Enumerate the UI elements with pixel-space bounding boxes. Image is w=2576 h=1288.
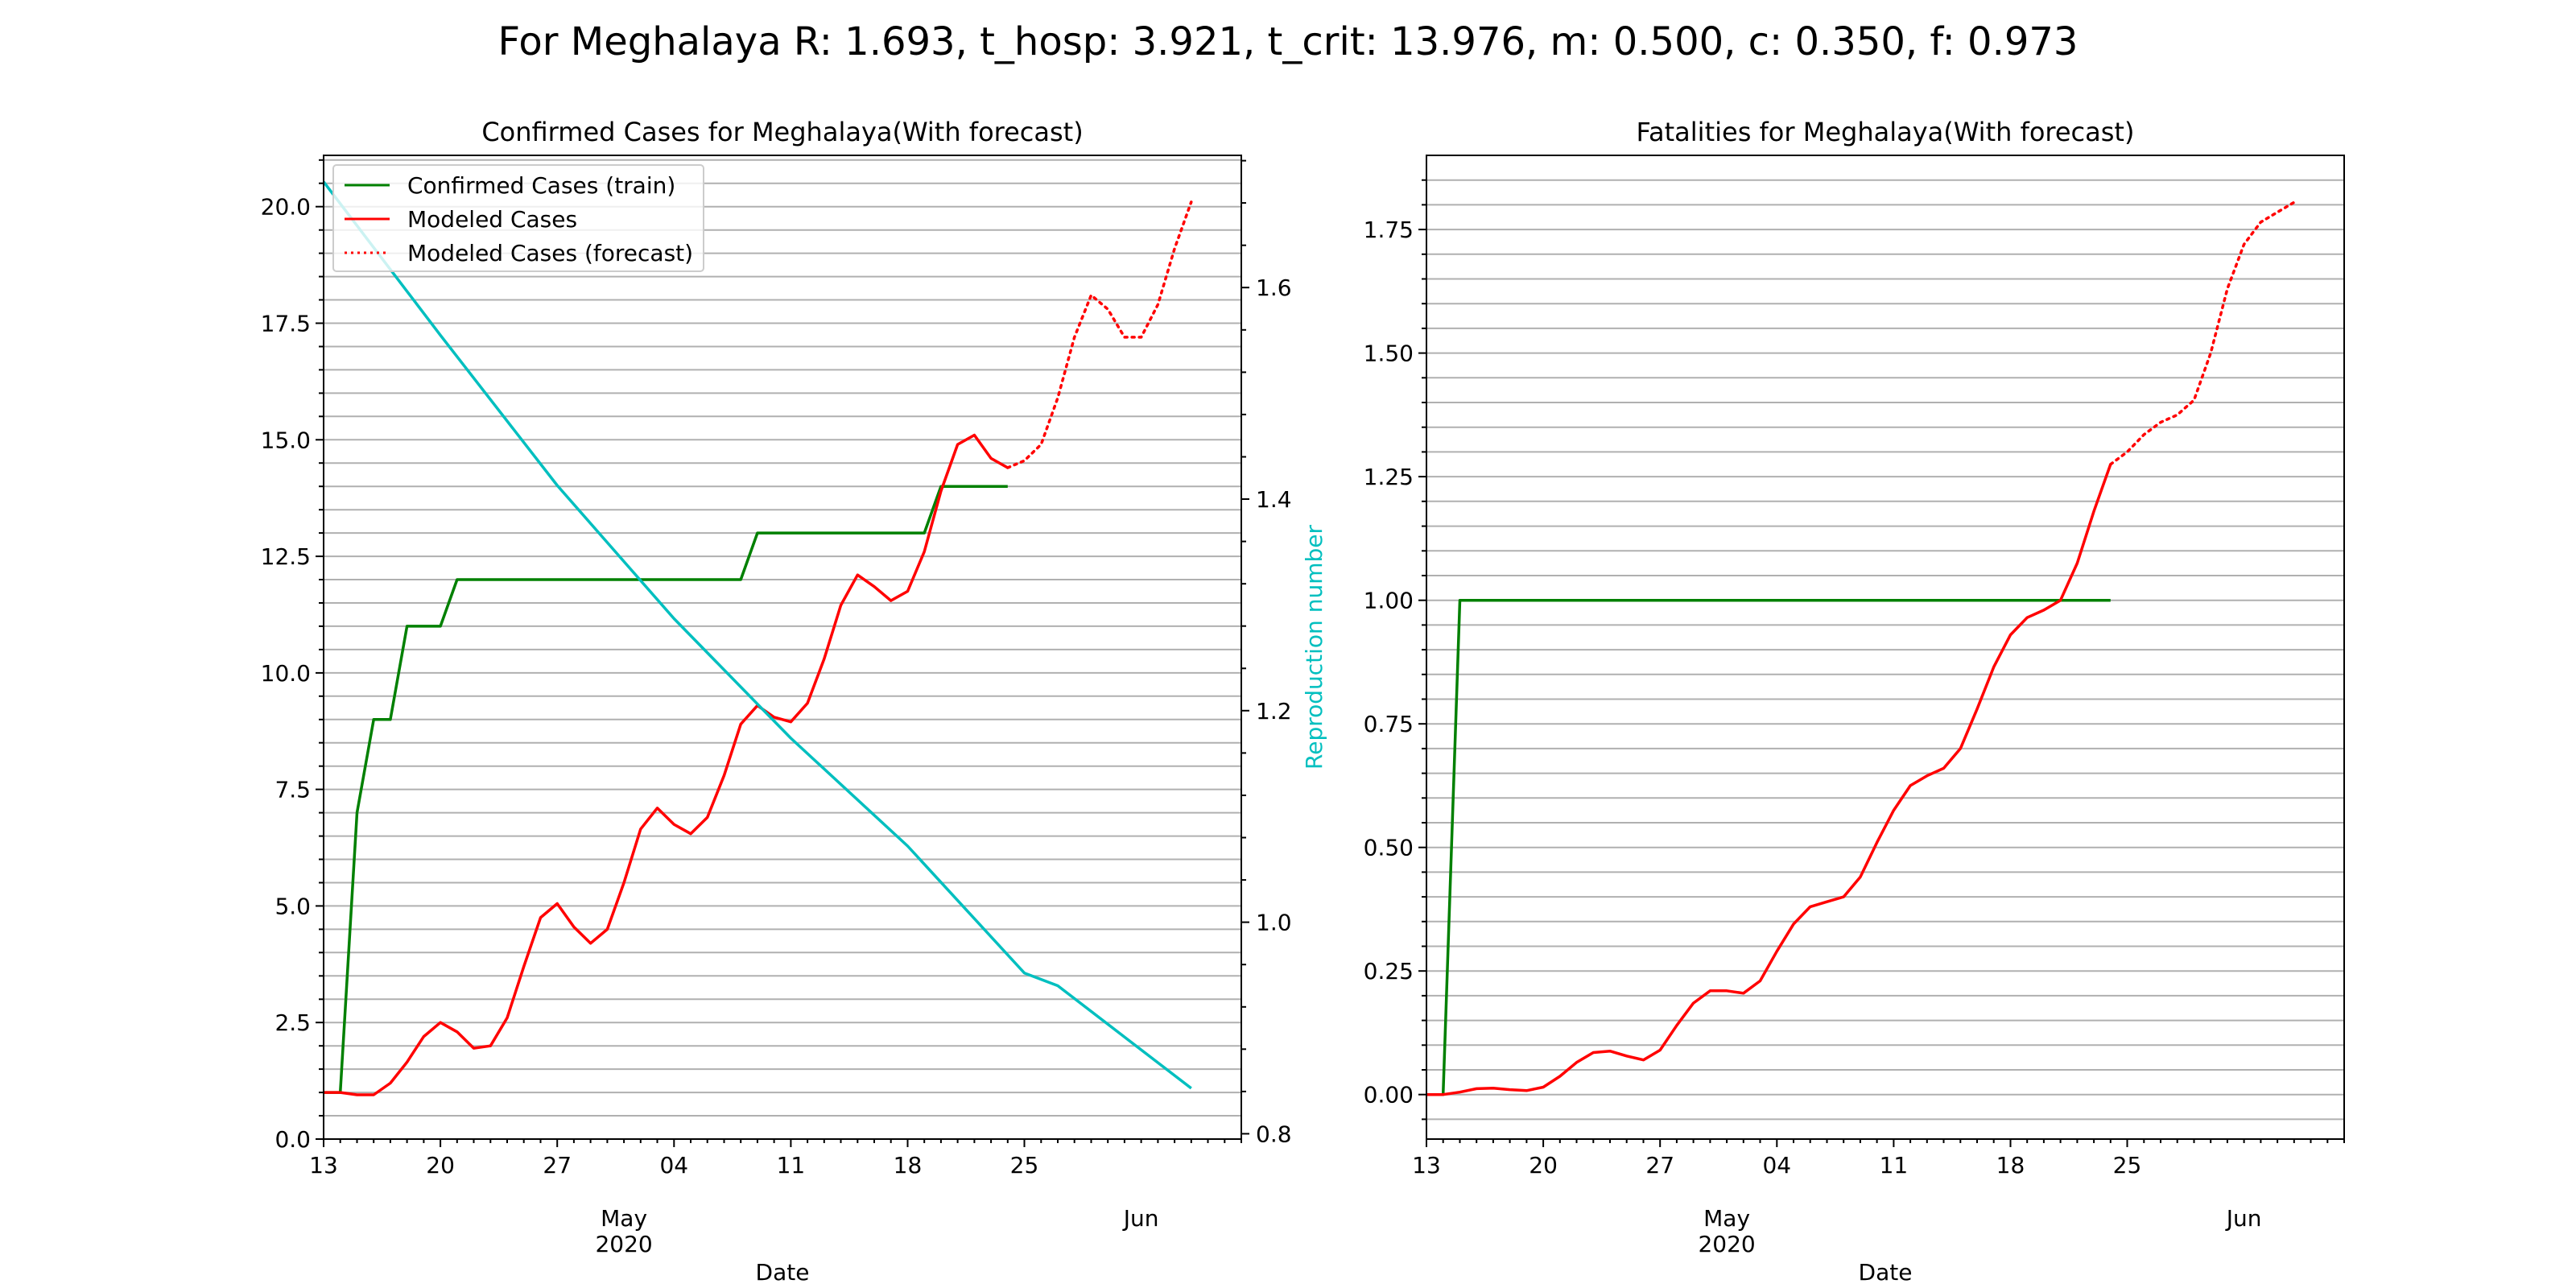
fatalities-x-tick-label: 25 bbox=[2113, 1152, 2142, 1179]
fatalities-y-tick-label: 1.25 bbox=[1364, 464, 1414, 490]
fatalities-x-tick-label: 13 bbox=[1412, 1152, 1441, 1179]
cases-x-axis-label: Date bbox=[756, 1259, 810, 1286]
fatalities-series-line-1 bbox=[1426, 464, 2112, 1096]
cases-series-line-1 bbox=[324, 433, 1009, 1096]
cases-month-label-may: May bbox=[601, 1205, 647, 1232]
fatalities-y-tick-label: 1.50 bbox=[1364, 341, 1414, 367]
cases-y-tick-label: 12.5 bbox=[261, 543, 311, 570]
cases-y-tick-label: 2.5 bbox=[275, 1009, 311, 1036]
figure-suptitle: For Meghalaya R: 1.693, t_hosp: 3.921, t… bbox=[498, 19, 2079, 64]
fatalities-month-label-may: May bbox=[1703, 1205, 1750, 1232]
fatalities-x-tick-label: 11 bbox=[1880, 1152, 1909, 1179]
cases-y-tick-label: 7.5 bbox=[275, 777, 311, 803]
cases-x-tick-label: 25 bbox=[1010, 1152, 1039, 1179]
legend-label-train: Confirmed Cases (train) bbox=[407, 172, 675, 199]
fatalities-grid bbox=[1426, 179, 2344, 1121]
cases-legend: Confirmed Cases (train) Modeled Cases Mo… bbox=[332, 164, 704, 272]
cases-y-tick-label: 17.5 bbox=[261, 311, 311, 337]
cases-axes: 0.0 2.5 5.0 7.5 10.0 12.5 15.0 17.5 20.0 13 20 27 04… bbox=[261, 159, 1292, 1257]
legend-label-modeled: Modeled Cases bbox=[407, 206, 577, 233]
fatalities-plot-frame bbox=[1426, 155, 2345, 1140]
fatalities-series bbox=[1426, 200, 2296, 1096]
cases-series-line-3 bbox=[322, 180, 1192, 1090]
cases-y2-tick-label: 1.0 bbox=[1256, 910, 1292, 936]
fatalities-x-tick-label: 04 bbox=[1762, 1152, 1791, 1179]
fatalities-axes: 0.00 0.25 0.50 0.75 1.00 1.25 1.50 1.75 13 20 27 04… bbox=[1364, 179, 2345, 1257]
cases-year-label: 2020 bbox=[595, 1231, 652, 1257]
cases-y-tick-label: 5.0 bbox=[275, 893, 311, 919]
fatalities-y-tick-label: 1.00 bbox=[1364, 588, 1414, 614]
cases-y2-tick-label: 0.8 bbox=[1256, 1121, 1292, 1147]
fatalities-series-line-0 bbox=[1426, 598, 2111, 1096]
fatalities-chart: Fatalities for Meghalaya(With forecast) … bbox=[1364, 117, 2345, 1286]
cases-x-tick-label: 20 bbox=[426, 1152, 455, 1179]
cases-series-line-0 bbox=[324, 485, 1008, 1094]
fatalities-year-label: 2020 bbox=[1698, 1231, 1755, 1257]
cases-x-tick-label: 27 bbox=[543, 1152, 572, 1179]
cases-secondary-axis-label: Reproduction number bbox=[1301, 525, 1327, 770]
cases-x-tick-label: 18 bbox=[894, 1152, 923, 1179]
cases-plot-frame bbox=[323, 155, 1242, 1140]
legend-label-forecast: Modeled Cases (forecast) bbox=[407, 240, 693, 266]
fatalities-y-tick-label: 0.25 bbox=[1364, 958, 1414, 985]
cases-x-tick-label: 13 bbox=[309, 1152, 338, 1179]
cases-series-line-2-forecast bbox=[1006, 200, 1193, 469]
fatalities-y-tick-label: 0.50 bbox=[1364, 835, 1414, 861]
fatalities-x-tick-label: 18 bbox=[1996, 1152, 2025, 1179]
cases-x-tick-label: 11 bbox=[777, 1152, 806, 1179]
cases-y-tick-label: 0.0 bbox=[275, 1126, 311, 1153]
fatalities-month-label-jun: Jun bbox=[2225, 1205, 2262, 1232]
fatalities-y-tick-label: 0.75 bbox=[1364, 711, 1414, 737]
legend-box bbox=[332, 164, 704, 272]
fatalities-series-line-2-forecast bbox=[2109, 200, 2296, 466]
fatalities-chart-title: Fatalities for Meghalaya(With forecast) bbox=[1637, 117, 2135, 147]
cases-y2-tick-label: 1.4 bbox=[1256, 486, 1292, 513]
cases-y2-tick-label: 1.6 bbox=[1256, 275, 1292, 301]
cases-y2-tick-label: 1.2 bbox=[1256, 698, 1292, 724]
fatalities-x-axis-label: Date bbox=[1859, 1259, 1913, 1286]
cases-month-label-jun: Jun bbox=[1122, 1205, 1159, 1232]
cases-y-tick-label: 15.0 bbox=[261, 427, 311, 453]
cases-y-tick-label: 10.0 bbox=[261, 660, 311, 687]
cases-series bbox=[322, 180, 1193, 1096]
cases-chart: Confirmed Cases for Meghalaya(With forec… bbox=[261, 117, 1327, 1286]
fatalities-x-tick-label: 27 bbox=[1645, 1152, 1674, 1179]
fatalities-y-tick-label: 0.00 bbox=[1364, 1082, 1414, 1108]
cases-x-tick-label: 04 bbox=[659, 1152, 688, 1179]
fatalities-y-tick-label: 1.75 bbox=[1364, 217, 1414, 243]
cases-chart-title: Confirmed Cases for Meghalaya(With forec… bbox=[481, 117, 1083, 147]
fatalities-x-tick-label: 20 bbox=[1529, 1152, 1558, 1179]
cases-y-tick-label: 20.0 bbox=[261, 194, 311, 221]
